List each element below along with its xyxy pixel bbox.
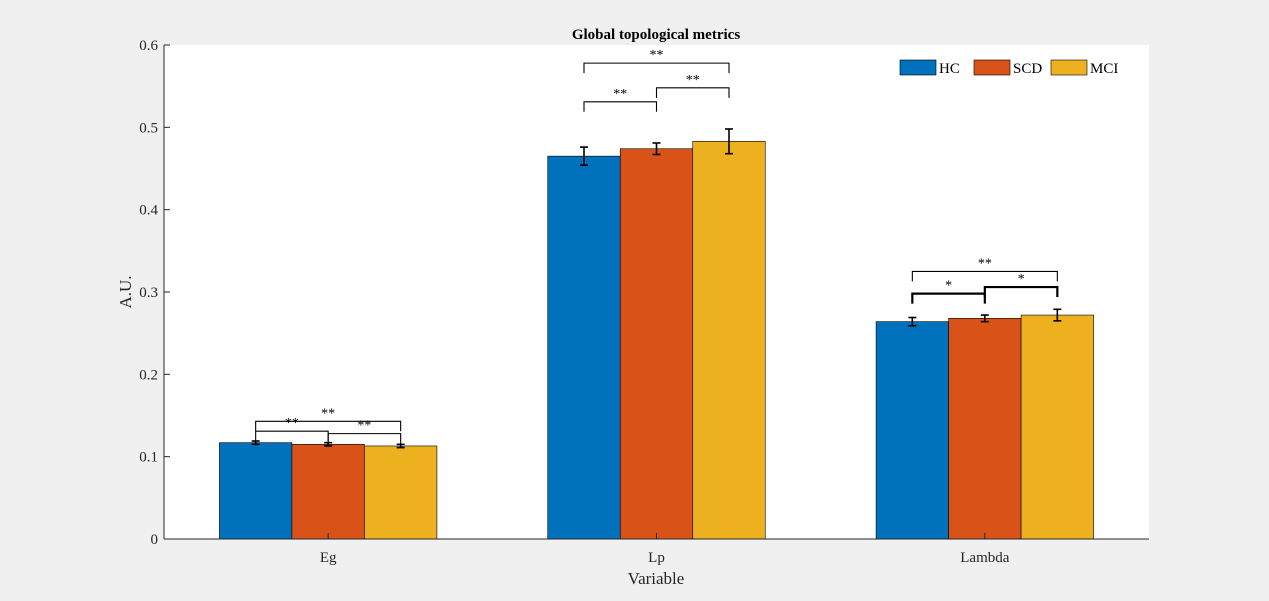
significance-label: * bbox=[1018, 272, 1025, 287]
significance-line bbox=[911, 270, 1058, 282]
bar-mci-eg bbox=[364, 445, 438, 540]
error-bar-hc-lambda bbox=[908, 316, 917, 327]
legend-entry-hc: HC bbox=[899, 59, 960, 77]
legend: HC SCD MCI bbox=[897, 55, 1142, 80]
bar-scd-eg bbox=[291, 444, 365, 540]
significance-layer: **** *********** * bbox=[255, 48, 1059, 444]
error-bar-mci-lambda bbox=[1053, 308, 1062, 322]
legend-swatch bbox=[1050, 59, 1088, 76]
significance-label: ** bbox=[650, 48, 664, 63]
x-tick-label-lambda: Lambda bbox=[960, 550, 1009, 566]
y-ticks: 0 0.1 0.2 0.3 0.4 0.5 0.6 bbox=[139, 38, 170, 548]
y-tick-label: 0.1 bbox=[139, 450, 158, 466]
bar-hc-lp bbox=[547, 155, 621, 540]
x-tick-label-eg: Eg bbox=[320, 550, 337, 566]
y-tick-label: 0 bbox=[151, 532, 159, 548]
x-ticks: Eg Lp Lambda bbox=[320, 533, 1010, 566]
legend-label: SCD bbox=[1013, 61, 1042, 77]
significance-line bbox=[327, 433, 402, 444]
significance-bracket: ** bbox=[583, 87, 658, 112]
y-axis-title: A.U. bbox=[116, 275, 135, 308]
bar-mci-lambda bbox=[1020, 314, 1094, 540]
x-tick-label-lp: Lp bbox=[648, 550, 665, 566]
y-tick-label: 0.4 bbox=[139, 203, 158, 219]
significance-line bbox=[911, 292, 986, 304]
y-tick-label: 0.2 bbox=[139, 367, 158, 383]
y-tick-label: 0.5 bbox=[139, 120, 158, 136]
significance-bracket: ** bbox=[911, 256, 1058, 282]
error-bar-scd-lambda bbox=[980, 314, 989, 323]
legend-swatch bbox=[973, 59, 1011, 76]
significance-line bbox=[583, 101, 658, 112]
significance-bracket: * bbox=[983, 272, 1059, 298]
significance-line bbox=[255, 420, 402, 432]
error-bar-mci-eg bbox=[396, 443, 405, 449]
significance-label: ** bbox=[978, 256, 992, 271]
significance-bracket: * bbox=[911, 279, 986, 304]
significance-bracket: ** bbox=[255, 406, 402, 432]
bar-hc-lambda bbox=[875, 321, 949, 540]
legend-label: HC bbox=[939, 61, 960, 77]
bar-scd-lambda bbox=[948, 318, 1022, 540]
bars-layer bbox=[219, 141, 1094, 540]
significance-bracket: ** bbox=[327, 419, 402, 444]
significance-label: ** bbox=[613, 87, 627, 102]
bar-scd-lp bbox=[619, 148, 694, 540]
significance-line bbox=[983, 285, 1059, 298]
legend-box bbox=[897, 55, 1142, 80]
significance-label: ** bbox=[686, 73, 700, 88]
y-tick-label: 0.3 bbox=[139, 285, 158, 301]
y-tick-label: 0.6 bbox=[139, 38, 158, 54]
bar-mci-lp bbox=[692, 141, 766, 540]
x-axis-title: Variable bbox=[628, 569, 685, 588]
legend-entry-mci: MCI bbox=[1050, 59, 1118, 77]
error-bar-scd-lp bbox=[652, 142, 661, 156]
legend-swatch bbox=[899, 59, 937, 76]
significance-line bbox=[583, 62, 730, 74]
significance-label: ** bbox=[285, 416, 299, 431]
chart-title: Global topological metrics bbox=[572, 27, 740, 43]
significance-label: ** bbox=[357, 419, 371, 434]
legend-entry-scd: SCD bbox=[973, 59, 1042, 77]
legend-label: MCI bbox=[1090, 61, 1118, 77]
significance-bracket: ** bbox=[655, 73, 730, 98]
significance-label: * bbox=[945, 279, 952, 294]
error-bar-mci-lp bbox=[725, 128, 733, 155]
error-bars-layer bbox=[251, 128, 1062, 449]
significance-bracket: ** bbox=[583, 48, 730, 74]
error-bar-hc-lp bbox=[580, 146, 588, 167]
significance-line bbox=[655, 87, 730, 98]
significance-label: ** bbox=[321, 406, 335, 421]
bar-hc-eg bbox=[219, 442, 293, 540]
